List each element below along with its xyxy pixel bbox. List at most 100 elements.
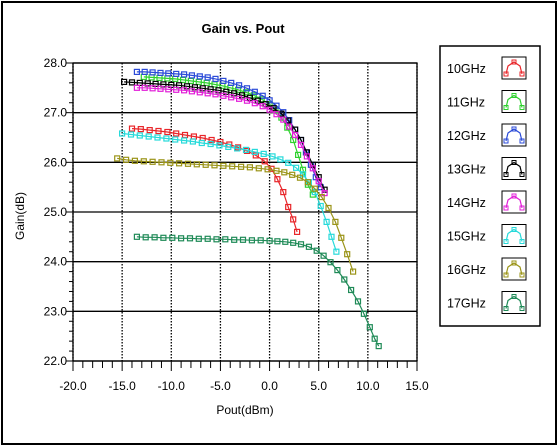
data-point [274, 238, 281, 245]
data-point [260, 150, 267, 157]
data-point [290, 239, 297, 246]
data-point [165, 70, 172, 77]
data-point [286, 123, 293, 130]
data-point [266, 237, 273, 244]
data-point [338, 234, 345, 241]
data-point [371, 335, 378, 342]
data-point [277, 156, 284, 163]
data-point [231, 236, 238, 243]
data-point [282, 238, 289, 245]
data-point [242, 146, 250, 153]
legend-box [439, 45, 541, 327]
data-point [188, 88, 195, 95]
y-tick-label: 22.0 [44, 354, 68, 368]
data-point [163, 135, 170, 142]
x-tick-label: 10.0 [356, 379, 380, 393]
data-point [304, 179, 311, 186]
data-point [207, 140, 214, 148]
data-point [133, 68, 140, 76]
data-point [173, 130, 180, 137]
data-point [189, 138, 196, 145]
legend-marker [511, 59, 517, 65]
data-point [317, 202, 324, 210]
data-point [202, 161, 209, 168]
legend-label: 13GHz [447, 163, 486, 177]
data-point [289, 171, 296, 178]
legend-marker [503, 71, 509, 77]
data-point [296, 174, 304, 181]
data-point [280, 189, 287, 196]
x-axis-title: Pout(dBm) [216, 403, 273, 417]
data-point [323, 218, 330, 225]
data-point [236, 95, 243, 102]
x-tick-label: 15.0 [405, 379, 429, 393]
data-point [114, 155, 121, 162]
data-point [181, 71, 188, 78]
data-point [313, 247, 320, 254]
data-point [294, 228, 301, 235]
data-point [266, 97, 273, 104]
legend-marker [511, 260, 517, 266]
x-tick-label: -15.0 [108, 379, 136, 393]
data-point [290, 216, 297, 223]
data-point [184, 160, 192, 167]
data-point [269, 153, 276, 160]
legend: 10GHz 11GHz 12GHz 13GHz 14GHz 15GHz 16GHz 17GHz [439, 45, 541, 327]
data-point [211, 162, 218, 169]
x-tick-label: 5.0 [310, 379, 327, 393]
data-point [261, 158, 268, 165]
data-point [151, 234, 158, 241]
data-point [229, 163, 236, 170]
data-point [360, 310, 367, 317]
data-point [181, 87, 188, 94]
legend-marker [503, 105, 509, 110]
data-point [236, 82, 243, 89]
data-point [172, 136, 179, 143]
data-point [128, 79, 136, 86]
legend-marker [519, 272, 525, 278]
data-point [303, 153, 310, 160]
data-point [131, 157, 138, 164]
data-point [165, 86, 172, 93]
legend-marker [503, 306, 509, 311]
legend-label: 15GHz [447, 230, 486, 244]
data-point [204, 235, 211, 242]
data-point [292, 131, 299, 139]
x-tick-label: -10.0 [158, 379, 186, 393]
data-point [252, 152, 259, 159]
series-10GHz [128, 125, 301, 235]
y-tick-label: 27.0 [44, 106, 68, 120]
legend-label: 16GHz [447, 263, 486, 277]
legend-marker [511, 294, 517, 299]
series-14GHz [133, 84, 328, 197]
data-point [320, 252, 327, 259]
data-point [315, 178, 322, 185]
legend-label: 14GHz [447, 196, 486, 210]
legend-marker [503, 172, 509, 177]
data-point [169, 234, 176, 241]
x-tick-label: 0.0 [261, 379, 278, 393]
legend-marker [503, 272, 509, 278]
data-point [257, 237, 264, 244]
series-17GHz [133, 233, 382, 350]
legend-marker [511, 193, 517, 199]
data-point [366, 324, 373, 331]
data-point [204, 74, 211, 81]
data-point [285, 203, 292, 211]
data-point [149, 85, 156, 92]
data-point [195, 235, 202, 242]
data-point [146, 126, 153, 134]
data-point [266, 106, 273, 113]
legend-line [505, 195, 523, 209]
data-point [270, 105, 277, 112]
data-point [157, 85, 164, 92]
series-line [136, 236, 380, 347]
data-point [198, 139, 205, 147]
chart-title: Gain vs. Pout [201, 21, 285, 36]
data-point [176, 160, 183, 167]
data-point [212, 91, 219, 98]
data-point [305, 243, 312, 250]
data-point [235, 144, 242, 151]
series-line [117, 157, 354, 272]
data-point [239, 236, 247, 243]
